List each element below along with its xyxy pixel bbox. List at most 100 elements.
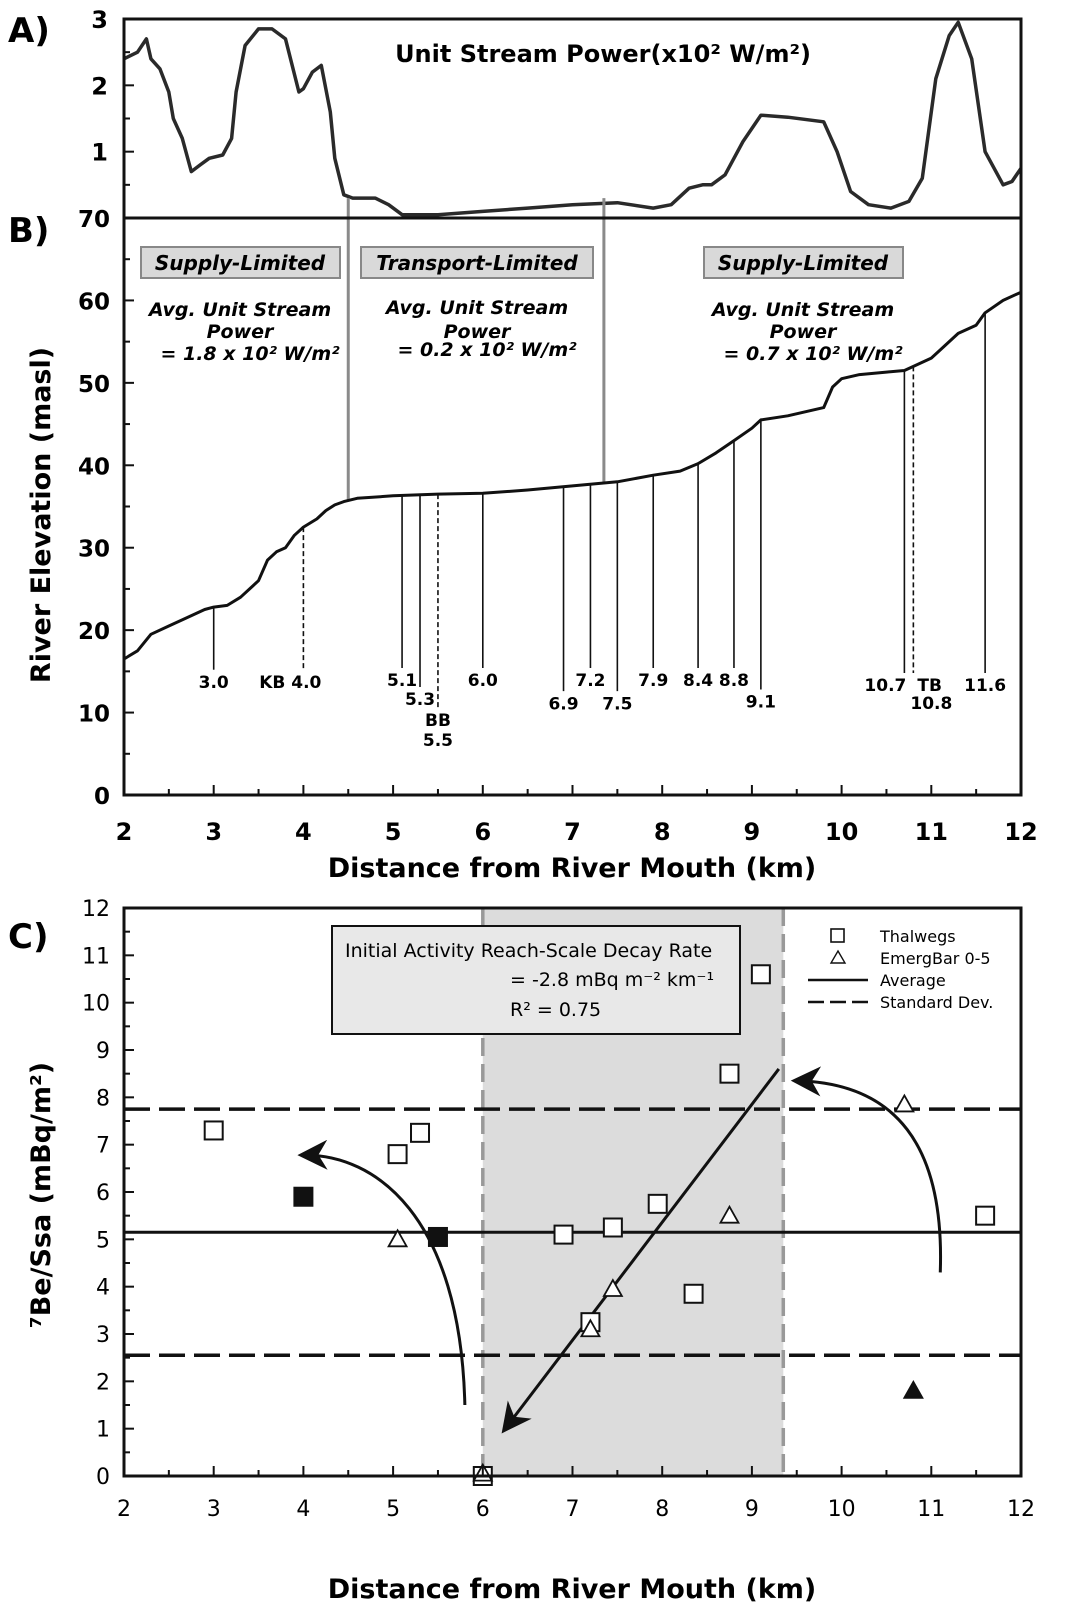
regime-power-line-1: Avg. Unit Stream xyxy=(384,297,568,319)
regime-label: Transport-Limited xyxy=(376,251,578,275)
site-label: 8.4 xyxy=(683,671,713,691)
panel-c-y-tick-label: 4 xyxy=(96,1276,110,1301)
panel-c-y-tick-label: 1 xyxy=(96,1418,110,1443)
thalweg-point xyxy=(553,1224,574,1245)
panel-a-y-tick-label: 3 xyxy=(91,6,108,34)
panel-a-y-tick-label: 1 xyxy=(91,139,108,167)
panel-b-y-tick-label: 40 xyxy=(78,454,110,480)
panel-c-y-tick-label: 3 xyxy=(96,1323,110,1348)
emergbar-point xyxy=(718,1204,741,1224)
panel-label-a: A) xyxy=(8,11,50,51)
panel-b-x-tick-label: 12 xyxy=(1004,818,1037,846)
regime-power-line-2: Power xyxy=(207,321,275,343)
emergbar-point xyxy=(387,1228,409,1248)
legend-square-icon xyxy=(830,928,845,943)
annotation-line-1: Initial Activity Reach-Scale Decay Rate xyxy=(345,940,712,962)
legend-triangle-icon xyxy=(829,949,847,964)
panel-c-y-tick-label: 10 xyxy=(82,992,110,1017)
regime-label: Supply-Limited xyxy=(155,251,326,275)
panel-c-x-tick-label: 3 xyxy=(207,1497,221,1522)
panel-b-x-tick-label: 10 xyxy=(825,818,858,846)
left-curved-arrow xyxy=(297,1139,467,1406)
panel-b-axes xyxy=(122,216,1023,797)
panel-c-x-tick-label: 4 xyxy=(296,1497,310,1522)
regime-power-line-2: Power xyxy=(444,321,512,343)
site-label-km: 5.5 xyxy=(423,731,453,751)
site-label: 5.1 xyxy=(387,671,417,691)
panel-c-x-tick-label: 9 xyxy=(745,1497,759,1522)
panel-a-y-tick-labels: 1 2 3 xyxy=(91,6,108,167)
panel-b-x-tick-label: 8 xyxy=(654,818,671,846)
legend-label: Thalwegs xyxy=(879,927,956,946)
regime-power-line-3: = 1.8 x 10² W/m² xyxy=(160,343,340,365)
panel-a-title: Unit Stream Power(x10² W/m²) xyxy=(395,40,811,68)
site-label-km: 10.8 xyxy=(910,694,952,714)
panel-b-x-tick-label: 11 xyxy=(915,818,948,846)
site-label: 7.9 xyxy=(638,671,668,691)
annotation-box xyxy=(331,925,741,1035)
thalweg-point xyxy=(602,1217,623,1238)
site-label: TB xyxy=(917,676,942,696)
panel-b-y-tick-label: 0 xyxy=(94,784,110,810)
panel-b-y-tick-label: 50 xyxy=(78,372,110,398)
filled-square-point xyxy=(293,1186,314,1207)
site-label: 7.2 xyxy=(575,671,605,691)
panel-c-x-tick-label: 10 xyxy=(828,1497,856,1522)
legend-label: Standard Dev. xyxy=(880,993,993,1012)
filled-square-point xyxy=(427,1226,448,1247)
panel-c-x-tick-label: 12 xyxy=(1007,1497,1035,1522)
panel-b-x-tick-label: 6 xyxy=(474,818,491,846)
panel-c-y-tick-label: 8 xyxy=(96,1086,110,1111)
site-label: KB 4.0 xyxy=(259,673,321,693)
panel-label-c: C) xyxy=(8,917,49,957)
panel-c-y-axis-label: ⁷Be/Ssa (mBq/m²) xyxy=(26,1062,57,1328)
panel-c-x-tick-label: 8 xyxy=(655,1497,669,1522)
emergbar-point xyxy=(602,1278,624,1297)
panel-c-y-tick-label: 2 xyxy=(96,1370,110,1395)
decay-rate-annotation: Initial Activity Reach-Scale Decay Rate … xyxy=(331,925,741,1035)
unit-stream-power-line xyxy=(123,20,1023,217)
panel-b-x-tick-label: 7 xyxy=(564,818,581,846)
site-label: BB xyxy=(425,711,451,731)
legend-label: Average xyxy=(880,971,946,990)
site-label: 11.6 xyxy=(964,676,1006,696)
emergbar-point xyxy=(893,1093,915,1113)
panel-c-y-tick-label: 11 xyxy=(82,944,110,969)
emergbar-point xyxy=(579,1318,601,1338)
site-label: 3.0 xyxy=(199,673,229,693)
thalweg-point xyxy=(203,1120,224,1141)
panel-b-x-tick-labels: 2 3 4 5 6 7 8 9 10 11 12 xyxy=(116,818,1038,846)
regime-power-line-1: Avg. Unit Stream xyxy=(147,299,331,321)
thalweg-point xyxy=(387,1144,408,1165)
panel-c-y-tick-label: 12 xyxy=(82,897,110,922)
panel-a-y-tick-label: 2 xyxy=(91,72,108,100)
regime-power-line-3: = 0.2 x 10² W/m² xyxy=(397,339,577,361)
panel-c-y-tick-label: 5 xyxy=(96,1228,110,1253)
thalweg-point xyxy=(719,1063,740,1084)
panel-b-y-axis-label: River Elevation (masl) xyxy=(26,347,57,683)
panel-b-x-tick-label: 2 xyxy=(116,818,133,846)
panel-c-y-tick-label: 6 xyxy=(96,1181,110,1206)
panel-a-unit-stream-power: 1 2 3 Unit Stream Power(x10² W/m²) xyxy=(91,6,1023,217)
panel-b-x-tick-label: 3 xyxy=(205,818,222,846)
site-label: 10.7 xyxy=(864,676,906,696)
scatter-points xyxy=(203,964,996,1486)
legend-label: EmergBar 0-5 xyxy=(880,949,991,968)
panel-b-y-tick-label: 10 xyxy=(78,702,110,728)
panel-b-y-tick-labels: 0 10 20 30 40 50 60 70 xyxy=(78,207,110,810)
filled-triangle-point xyxy=(902,1379,924,1399)
panel-c-x-tick-label: 7 xyxy=(566,1497,580,1522)
legend: Thalwegs EmergBar 0-5 Average Standard Dev. xyxy=(808,927,993,1012)
panel-c-x-tick-label: 6 xyxy=(476,1497,490,1522)
panel-label-b: B) xyxy=(8,211,49,251)
panel-b-x-tick-label: 4 xyxy=(295,818,312,846)
site-label: 5.3 xyxy=(405,690,435,710)
annotation-line-2: = -2.8 mBq m⁻² km⁻¹ xyxy=(510,969,714,991)
regime-label-box xyxy=(360,246,594,279)
panel-c-y-tick-label: 9 xyxy=(96,1039,110,1064)
thalweg-point xyxy=(647,1193,668,1214)
site-label: 6.9 xyxy=(548,694,578,714)
